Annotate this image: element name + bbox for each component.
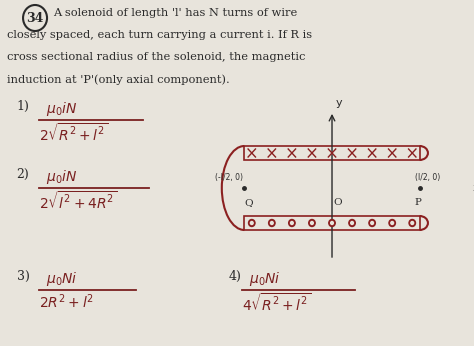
Text: 34: 34 <box>27 11 44 25</box>
Circle shape <box>349 219 356 227</box>
Circle shape <box>23 5 47 31</box>
Circle shape <box>389 219 395 227</box>
Text: 3): 3) <box>17 270 29 283</box>
Circle shape <box>250 221 253 225</box>
Text: y: y <box>336 98 342 108</box>
Text: closely spaced, each turn carrying a current i. If R is: closely spaced, each turn carrying a cur… <box>8 30 312 40</box>
Text: P: P <box>414 198 421 207</box>
Text: $2\sqrt{l^2 + 4R^2}$: $2\sqrt{l^2 + 4R^2}$ <box>39 190 117 212</box>
Text: $2\sqrt{R^2 + l^2}$: $2\sqrt{R^2 + l^2}$ <box>39 122 108 144</box>
Text: 1): 1) <box>17 100 29 113</box>
Circle shape <box>331 221 333 225</box>
Circle shape <box>310 221 313 225</box>
Circle shape <box>351 221 354 225</box>
Text: 2): 2) <box>17 168 29 181</box>
Text: A solenoid of length 'l' has N turns of wire: A solenoid of length 'l' has N turns of … <box>54 8 298 18</box>
Text: x: x <box>473 183 474 193</box>
Bar <box>245 146 419 160</box>
Circle shape <box>391 221 393 225</box>
Text: cross sectional radius of the solenoid, the magnetic: cross sectional radius of the solenoid, … <box>8 52 306 62</box>
Text: (l/2, 0): (l/2, 0) <box>415 173 440 182</box>
Text: 4): 4) <box>229 270 242 283</box>
Circle shape <box>409 219 416 227</box>
Text: $4\sqrt{R^2 + l^2}$: $4\sqrt{R^2 + l^2}$ <box>242 292 311 314</box>
Text: $\mu_0 Ni$: $\mu_0 Ni$ <box>249 270 281 288</box>
Bar <box>245 216 419 230</box>
Circle shape <box>271 221 273 225</box>
Circle shape <box>248 219 255 227</box>
Circle shape <box>411 221 414 225</box>
Text: $2R^2 + l^2$: $2R^2 + l^2$ <box>39 292 94 311</box>
Text: O: O <box>333 198 342 207</box>
Circle shape <box>329 219 335 227</box>
Text: Q: Q <box>245 198 253 207</box>
Text: (-l/2, 0): (-l/2, 0) <box>215 173 243 182</box>
Circle shape <box>291 221 293 225</box>
Circle shape <box>369 219 375 227</box>
Circle shape <box>289 219 295 227</box>
Circle shape <box>309 219 315 227</box>
Text: $\mu_0 iN$: $\mu_0 iN$ <box>46 168 78 186</box>
Circle shape <box>371 221 374 225</box>
Text: $\mu_0 Ni$: $\mu_0 Ni$ <box>46 270 78 288</box>
Circle shape <box>269 219 275 227</box>
Text: $\mu_0 iN$: $\mu_0 iN$ <box>46 100 78 118</box>
Text: induction at 'P'(only axial component).: induction at 'P'(only axial component). <box>8 74 230 84</box>
